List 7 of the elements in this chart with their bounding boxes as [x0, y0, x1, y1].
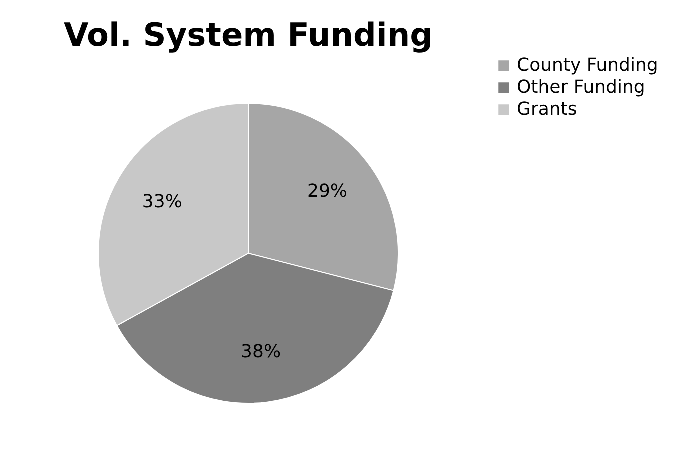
- chart-title: Vol. System Funding: [64, 16, 434, 54]
- data-label: 29%: [308, 181, 348, 202]
- legend-label: Grants: [517, 99, 578, 120]
- legend-label: County Funding: [517, 55, 658, 76]
- legend-label: Other Funding: [517, 77, 646, 98]
- data-label: 33%: [142, 192, 182, 213]
- data-label: 38%: [241, 342, 282, 363]
